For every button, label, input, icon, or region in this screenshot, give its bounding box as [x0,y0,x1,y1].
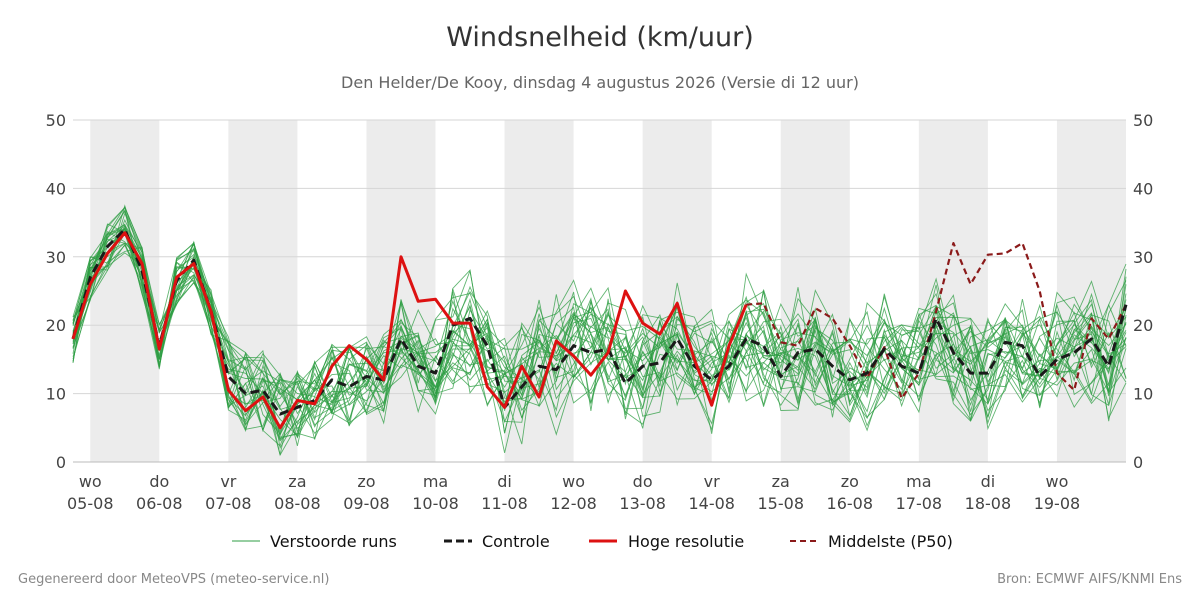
y-tick-left-10: 10 [46,385,66,404]
x-tick-date-8: 13-08 [619,494,666,513]
y-tick-left-0: 0 [56,453,66,472]
y-tick-right-10: 10 [1133,385,1153,404]
x-tick-day-7: wo [562,472,585,491]
high-res-line [71,231,748,430]
chart-title: Windsnelheid (km/uur) [446,22,754,53]
legend-label-high-res: Hoge resolutie [628,532,744,551]
ensemble-run-30 [72,230,1127,430]
x-tick-date-6: 11-08 [481,494,528,513]
ensemble-run-23 [72,210,1127,437]
ensemble-run-18 [72,228,1127,437]
x-tick-date-4: 09-08 [343,494,390,513]
control-line [71,227,1128,416]
x-tick-date-7: 12-08 [550,494,597,513]
shaded-band-2 [366,120,436,462]
ensemble-run-24 [72,233,1127,457]
x-tick-date-9: 14-08 [688,494,735,513]
footer-generated-by: Gegenereerd door MeteoVPS (meteo-service… [18,572,330,587]
legend-label-control: Controle [482,532,550,551]
y-tick-right-50: 50 [1133,111,1153,130]
x-tick-day-0: wo [79,472,102,491]
ensemble-runs [72,204,1127,457]
x-tick-day-3: za [288,472,306,491]
shaded-band-6 [918,120,988,462]
ensemble-run-25 [72,224,1127,442]
y-tick-right-30: 30 [1133,248,1153,267]
y-tick-left-20: 20 [46,316,66,335]
chart-subtitle: Den Helder/De Kooy, dinsdag 4 augustus 2… [341,73,859,92]
ensemble-run-27 [72,232,1127,433]
ensemble-run-19 [72,240,1127,418]
y-axis-left: 0 10 20 30 40 50 [46,111,66,472]
ensemble-run-15 [72,227,1127,438]
y-axis-right: 0 10 20 30 40 50 [1133,111,1153,472]
x-tick-date-13: 18-08 [965,494,1012,513]
x-tick-date-11: 16-08 [827,494,874,513]
x-tick-day-9: vr [704,472,720,491]
y-tick-right-0: 0 [1133,453,1143,472]
x-tick-day-8: do [633,472,653,491]
ensemble-run-29 [72,242,1127,425]
grid-lines [73,119,1126,463]
x-tick-day-14: wo [1046,472,1069,491]
footer-source: Bron: ECMWF AIFS/KNMI Ens [997,572,1182,587]
legend: Verstoorde runs Controle Hoge resolutie … [232,532,953,551]
x-tick-day-12: ma [906,472,931,491]
ensemble-run-28 [72,206,1127,439]
x-tick-day-6: di [497,472,512,491]
median-line [746,242,1127,400]
x-tick-day-5: ma [423,472,448,491]
legend-label-median: Middelste (P50) [828,532,953,551]
x-tick-date-5: 10-08 [412,494,459,513]
x-tick-day-11: zo [841,472,859,491]
legend-label-ensemble: Verstoorde runs [270,532,397,551]
x-tick-date-2: 07-08 [205,494,252,513]
main-series [71,227,1128,430]
y-tick-left-40: 40 [46,179,66,198]
x-tick-date-12: 17-08 [896,494,943,513]
night-bands [90,120,1126,462]
x-tick-day-13: di [981,472,996,491]
x-tick-day-10: za [772,472,790,491]
x-tick-date-0: 05-08 [67,494,114,513]
ensemble-run-17 [72,224,1127,436]
x-axis: wo 05-08 do 06-08 vr 07-08 za 08-08 zo 09-08 ma 10-… [67,472,1080,513]
y-tick-left-50: 50 [46,111,66,130]
x-tick-date-3: 08-08 [274,494,321,513]
y-tick-right-20: 20 [1133,316,1153,335]
y-tick-right-40: 40 [1133,179,1153,198]
shaded-band-4 [642,120,712,462]
x-tick-date-10: 15-08 [758,494,805,513]
x-tick-date-1: 06-08 [136,494,183,513]
y-tick-left-30: 30 [46,248,66,267]
shaded-band-7 [1056,120,1126,462]
ensemble-run-26 [72,206,1127,454]
x-tick-day-2: vr [220,472,236,491]
x-tick-date-14: 19-08 [1034,494,1081,513]
x-tick-day-1: do [149,472,169,491]
x-tick-day-4: zo [357,472,375,491]
